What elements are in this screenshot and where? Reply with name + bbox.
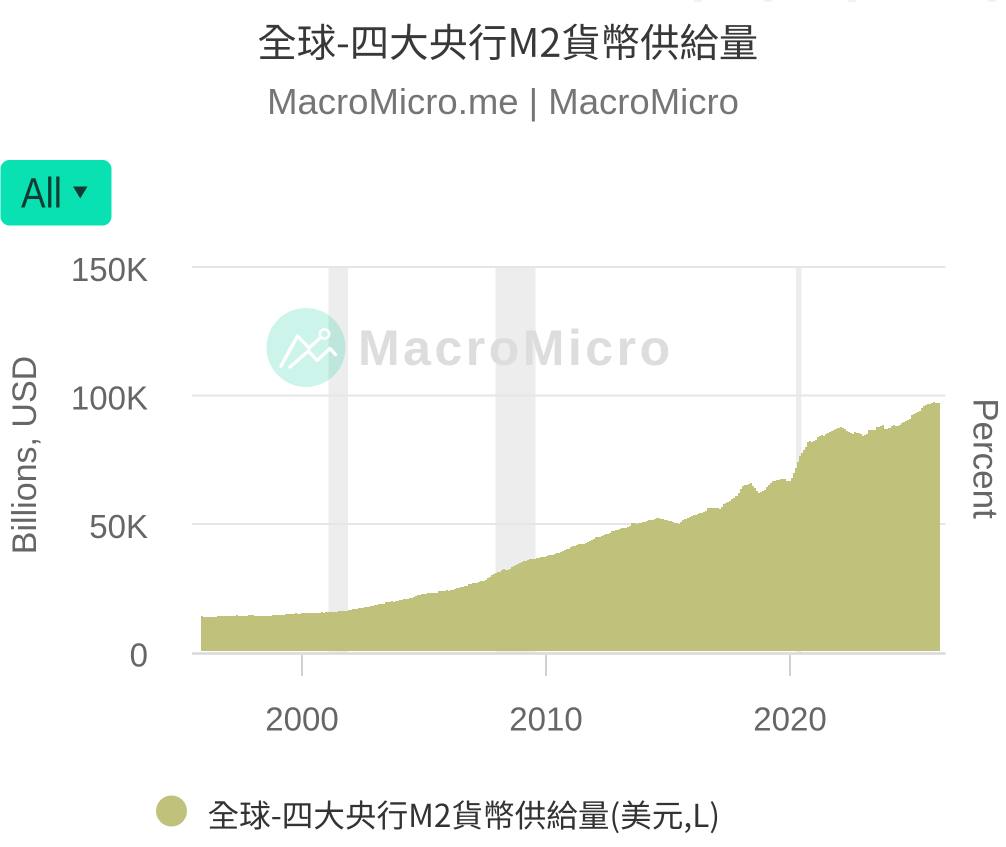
svg-text:MacroMicro.me | MacroMicro: MacroMicro.me | MacroMicro bbox=[267, 81, 739, 122]
svg-text:0: 0 bbox=[130, 637, 148, 674]
svg-text:50K: 50K bbox=[89, 508, 148, 545]
svg-text:2000: 2000 bbox=[265, 701, 338, 738]
svg-text:All: All bbox=[21, 170, 62, 218]
svg-text:MacroMicro: MacroMicro bbox=[358, 320, 674, 376]
svg-text:Percent: Percent bbox=[966, 398, 1005, 519]
svg-text:2020: 2020 bbox=[753, 701, 826, 738]
svg-text:2010: 2010 bbox=[509, 701, 582, 738]
svg-text:100K: 100K bbox=[71, 380, 148, 417]
svg-text:Billions, USD: Billions, USD bbox=[6, 356, 44, 554]
svg-text:150K: 150K bbox=[71, 251, 148, 288]
